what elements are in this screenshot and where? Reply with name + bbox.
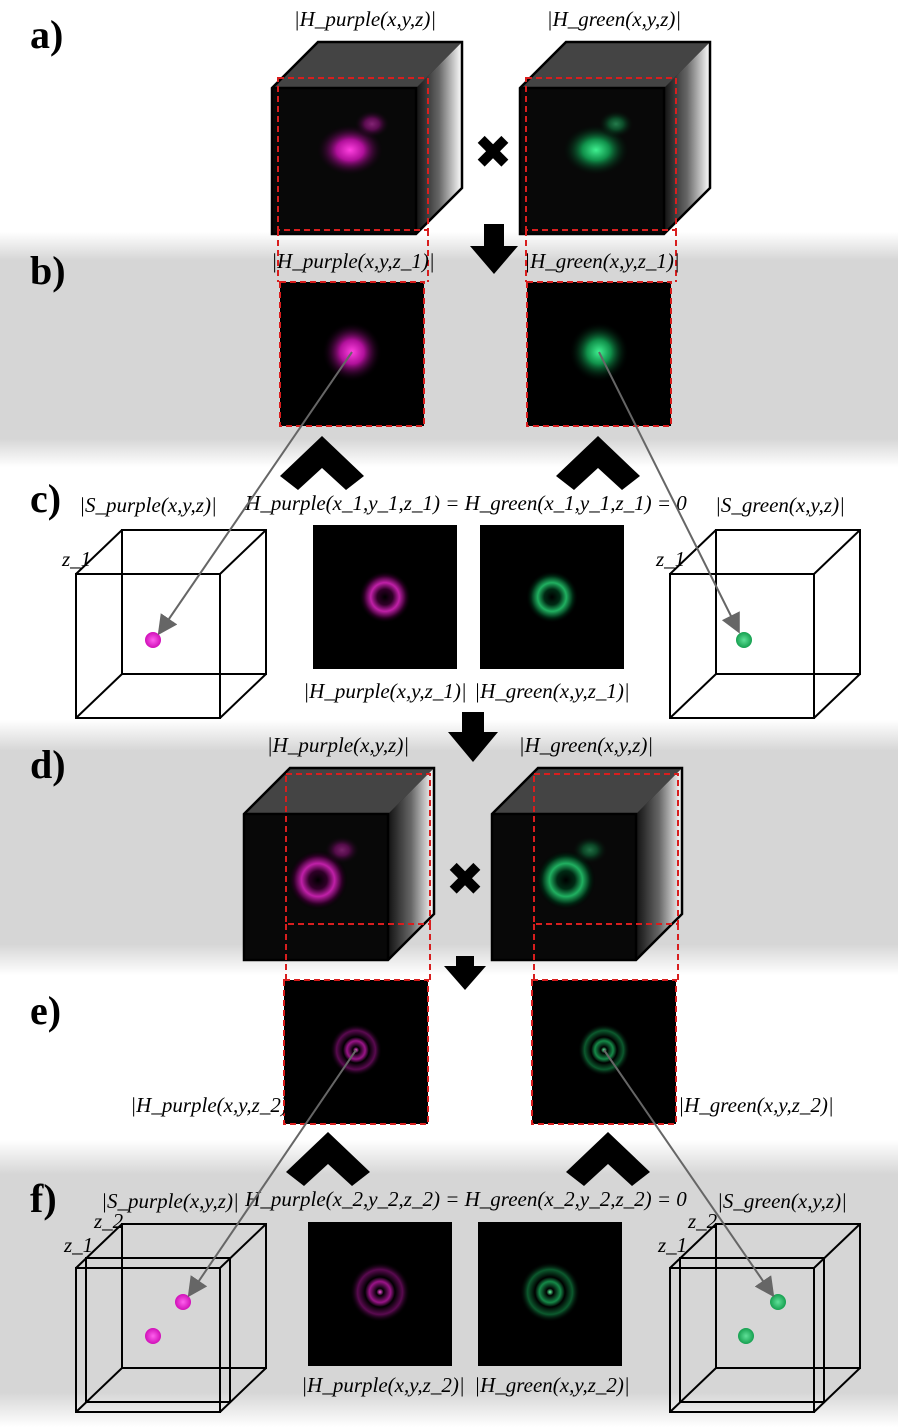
slice-purple-c [313,525,457,669]
band-b [0,232,898,467]
slice-purple-b [279,281,425,427]
arrow-green-ef [603,1049,775,1298]
slice-green-c [480,525,624,669]
cube-volume-purple-d [242,766,436,962]
label-f-z2-left: z_2 [93,1209,124,1233]
cube-volume-green-a [518,40,712,236]
wireframe-cube-purple-c [75,529,267,719]
down-arrow-icon [448,712,498,762]
chevron-up-icon [286,1132,370,1186]
point-green-f-z1 [738,1328,754,1344]
wireframe-cube-green-f [669,1223,861,1413]
label-f-z1-left: z_1 [63,1233,93,1257]
panel-f-letter: f) [30,1176,57,1221]
label-b-green: |H_green(x,y,z_1)| [524,249,679,273]
wireframe-cube-purple-f [75,1223,267,1413]
chevron-up-icon [566,1132,650,1186]
arrow-green-bc [598,351,740,634]
down-arrow-icon [444,956,486,990]
band-d [0,720,898,975]
down-arrow-icon [470,224,518,274]
label-a-green: |H_green(x,y,z)| [547,7,681,31]
multiply-icon: ✖ [474,125,513,179]
panel-b-letter: b) [30,248,66,293]
label-c-z1-left: z_1 [61,547,91,571]
slice-purple-f [308,1222,452,1366]
cube-volume-green-d [490,766,684,962]
point-purple-f-z2 [175,1294,191,1310]
slice-green-e [531,979,677,1125]
chevron-up-icon [556,436,640,490]
label-c-equation: H_purple(x_1,y_1,z_1) = H_green(x_1,y_1,… [244,491,687,515]
label-c-s-purple: |S_purple(x,y,z)| [79,493,217,517]
label-f-purple: |H_purple(x,y,z_2)| [301,1373,464,1397]
label-d-green: |H_green(x,y,z)| [519,733,653,757]
point-purple-c [145,632,161,648]
slice-purple-e [283,979,429,1125]
label-f-z2-right: z_2 [687,1209,718,1233]
label-e-green: |H_green(x,y,z_2)| [678,1093,833,1117]
wireframe-cube-green-c [669,529,861,719]
label-c-z1-right: z_1 [655,547,685,571]
panel-e-letter: e) [30,988,61,1033]
chevron-up-icon [280,436,364,490]
point-purple-f-z1 [145,1328,161,1344]
label-d-purple: |H_purple(x,y,z)| [267,733,409,757]
multiply-icon: ✖ [446,852,485,906]
label-e-purple: |H_purple(x,y,z_2)| [130,1093,293,1117]
label-f-s-purple: |S_purple(x,y,z)| [101,1189,239,1213]
panel-d-letter: d) [30,742,66,787]
label-f-equation: H_purple(x_2,y_2,z_2) = H_green(x_2,y_2,… [244,1187,687,1211]
point-green-c [736,632,752,648]
label-f-green: |H_green(x,y,z_2)| [474,1373,629,1397]
label-b-purple: |H_purple(x,y,z_1)| [271,249,434,273]
arrow-purple-ef [187,1049,357,1298]
label-c-s-green: |S_green(x,y,z)| [715,493,845,517]
cube-volume-purple-a [270,40,464,236]
label-c-green: |H_green(x,y,z_1)| [474,679,629,703]
point-green-f-z2 [770,1294,786,1310]
panel-a-letter: a) [30,12,63,57]
panel-c-letter: c) [30,476,61,521]
label-a-purple: |H_purple(x,y,z)| [294,7,436,31]
dashed-guides-ab [277,230,677,282]
label-c-purple: |H_purple(x,y,z_1)| [303,679,466,703]
slice-green-f [478,1222,622,1366]
label-f-s-green: |S_green(x,y,z)| [717,1189,847,1213]
arrow-purple-bc [157,351,353,636]
label-f-z1-right: z_1 [657,1233,687,1257]
